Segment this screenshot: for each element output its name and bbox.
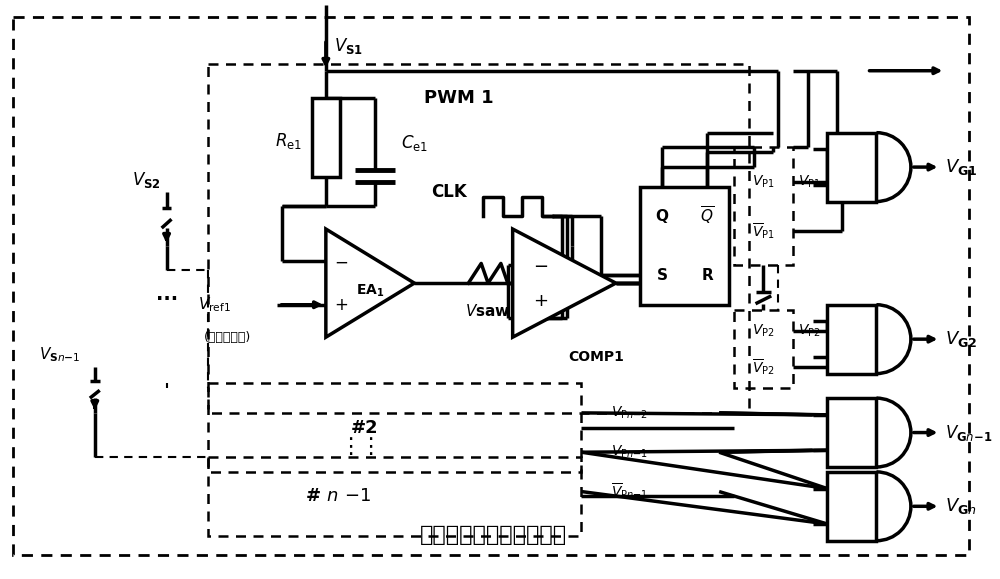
Text: ...: ... — [156, 285, 178, 305]
Text: CLK: CLK — [431, 182, 467, 201]
Text: $-1$: $-1$ — [344, 488, 370, 505]
Text: $V_{\mathbf{S}n\mathbf{-}1}$: $V_{\mathbf{S}n\mathbf{-}1}$ — [39, 346, 80, 364]
Polygon shape — [513, 229, 616, 337]
Text: #: # — [306, 488, 321, 505]
Text: $V_{{\rm P}n\mathbf{-}1}$: $V_{{\rm P}n\mathbf{-}1}$ — [611, 444, 648, 460]
Text: (均流或调光): (均流或调光) — [204, 331, 251, 344]
Bar — [827, 398, 876, 467]
Text: $V_{\rm P1}$: $V_{\rm P1}$ — [798, 174, 820, 190]
Text: R: R — [701, 267, 713, 283]
Text: PWM 1: PWM 1 — [424, 89, 494, 107]
Text: $R_{\rm e1}$: $R_{\rm e1}$ — [275, 130, 302, 151]
Bar — [734, 310, 793, 389]
Text: $V_{\rm P1}$: $V_{\rm P1}$ — [752, 174, 775, 190]
Bar — [208, 457, 581, 536]
Text: $\overline{V}_{\rm P2}$: $\overline{V}_{\rm P2}$ — [752, 357, 775, 376]
Bar — [827, 472, 876, 541]
Text: $C_{\rm e1}$: $C_{\rm e1}$ — [401, 133, 428, 152]
Bar — [208, 383, 581, 472]
Text: $-$: $-$ — [533, 256, 548, 274]
Bar — [312, 98, 340, 177]
Text: ⋮: ⋮ — [359, 437, 381, 457]
Text: Q: Q — [656, 209, 669, 223]
Text: 母线电流分时复用控制器: 母线电流分时复用控制器 — [419, 525, 567, 545]
Text: $V_{\mathbf{G1}}$: $V_{\mathbf{G1}}$ — [945, 157, 978, 177]
Text: $\mathbf{EA_1}$: $\mathbf{EA_1}$ — [356, 283, 384, 299]
Text: $V\mathbf{saw}$: $V\mathbf{saw}$ — [465, 303, 511, 320]
Polygon shape — [326, 229, 414, 337]
Bar — [208, 64, 749, 413]
Bar — [640, 187, 729, 305]
Text: $-$: $-$ — [334, 252, 348, 270]
Text: S: S — [657, 267, 668, 283]
Text: ⋮: ⋮ — [339, 437, 362, 457]
Text: COMP1: COMP1 — [568, 350, 624, 364]
Text: $V_{\mathbf{S1}}$: $V_{\mathbf{S1}}$ — [334, 36, 363, 56]
Text: $V_{\rm P2}$: $V_{\rm P2}$ — [752, 323, 775, 339]
Text: $\overline{V}_{{\rm P}n\mathbf{-}1}$: $\overline{V}_{{\rm P}n\mathbf{-}1}$ — [611, 482, 648, 501]
Text: $V_{\mathbf{G2}}$: $V_{\mathbf{G2}}$ — [945, 329, 978, 349]
Bar — [827, 133, 876, 201]
Text: $V_{\rm P2}$: $V_{\rm P2}$ — [798, 323, 820, 339]
Text: $+$: $+$ — [533, 292, 548, 310]
Text: $+$: $+$ — [334, 296, 348, 314]
Text: $V_{\mathbf{S2}}$: $V_{\mathbf{S2}}$ — [132, 170, 161, 190]
Text: $n$: $n$ — [326, 488, 338, 505]
Text: #2: #2 — [350, 419, 378, 437]
Text: $V_{\mathbf{G}n\mathbf{-1}}$: $V_{\mathbf{G}n\mathbf{-1}}$ — [945, 423, 993, 442]
Text: $V_{\mathbf{G}n}$: $V_{\mathbf{G}n}$ — [945, 496, 977, 516]
Text: $V_{\rm ref1}$: $V_{\rm ref1}$ — [198, 295, 231, 314]
Bar — [734, 148, 793, 265]
Text: $V_{{\rm P}n\mathbf{-}2}$: $V_{{\rm P}n\mathbf{-}2}$ — [611, 405, 648, 421]
Bar — [827, 305, 876, 373]
Text: $\overline{Q}$: $\overline{Q}$ — [700, 205, 714, 228]
Text: $\overline{V}_{\rm P1}$: $\overline{V}_{\rm P1}$ — [752, 221, 775, 241]
